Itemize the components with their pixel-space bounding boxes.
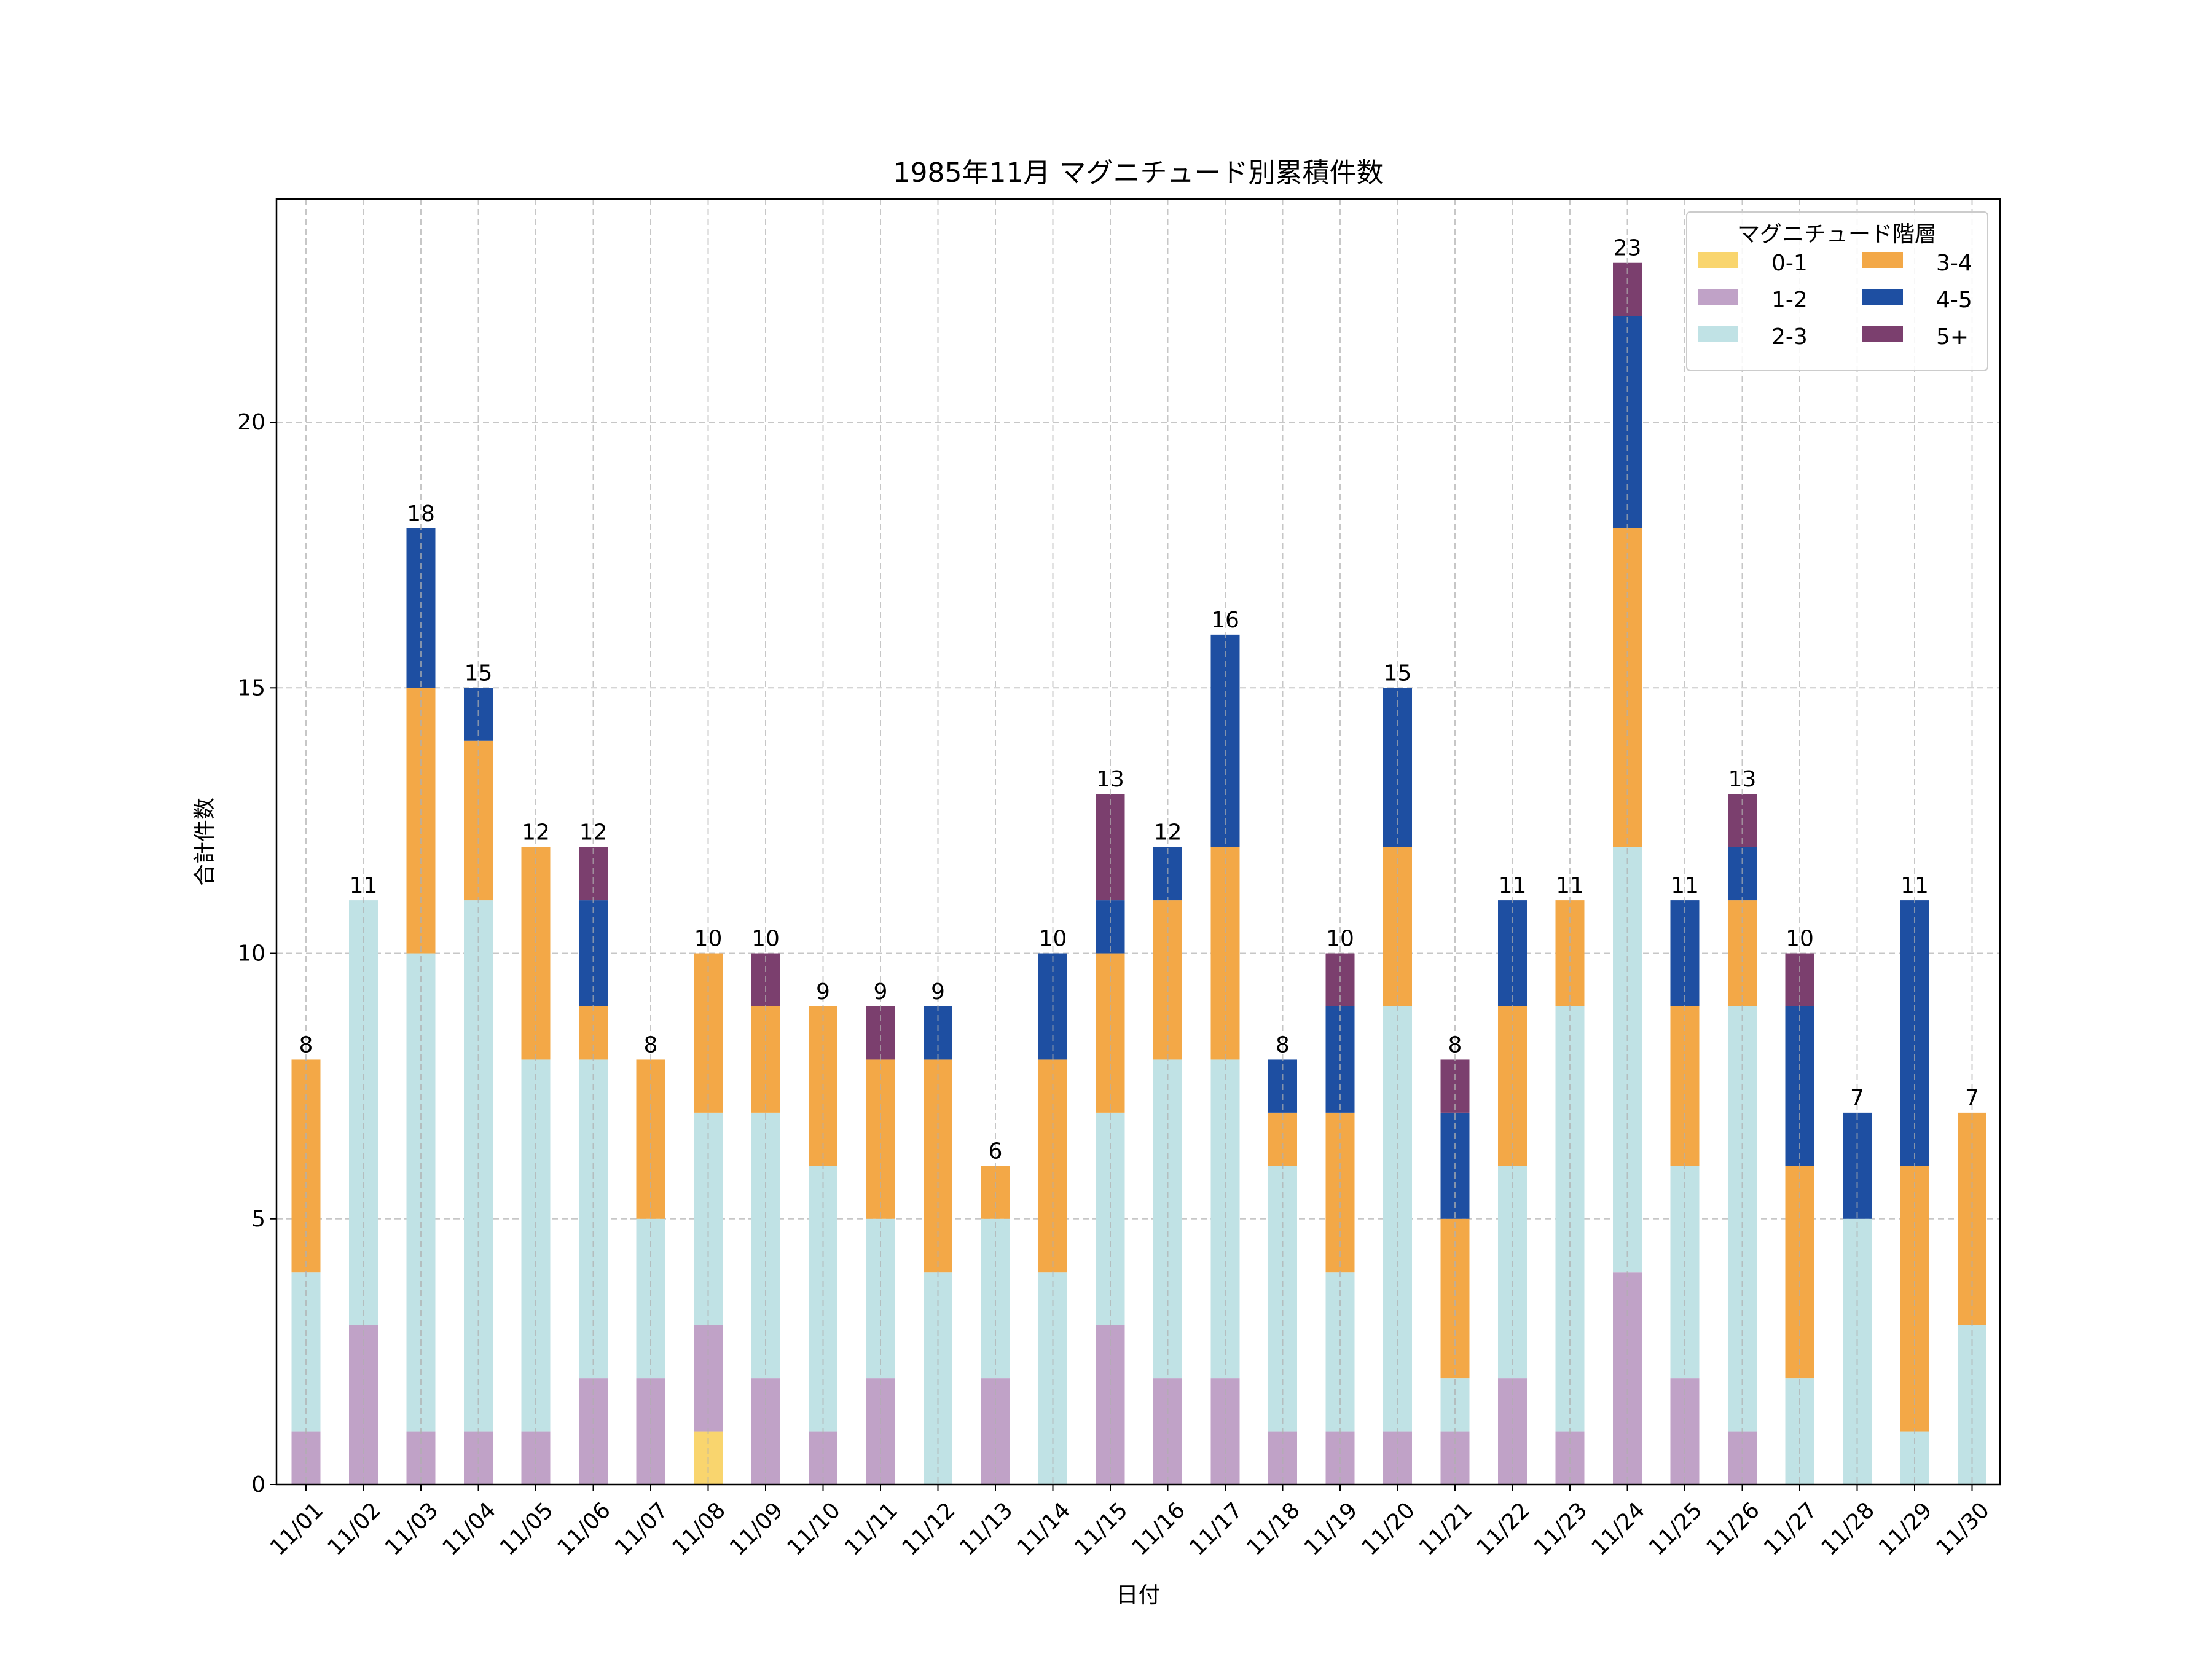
- y-tick-label: 10: [237, 941, 265, 967]
- bar-total-label: 9: [931, 979, 945, 1005]
- legend-swatch-2-3: [1698, 326, 1738, 342]
- chart-title: 1985年11月 マグニチュード別累積件数: [893, 157, 1384, 189]
- bar-total-label: 12: [1154, 820, 1182, 845]
- bar-total-label: 18: [407, 501, 435, 527]
- bar-total-label: 13: [1096, 767, 1124, 792]
- legend-label-0-1: 0-1: [1771, 251, 1808, 276]
- bar-total-label: 15: [465, 661, 493, 686]
- bar-segment-5+: [866, 1006, 895, 1060]
- bar-total-label: 11: [1556, 873, 1584, 898]
- legend: マグニチュード階層 0-1 1-2 2-3 3-4 4-5 5+: [1686, 211, 1988, 371]
- bar-total-label: 10: [751, 927, 780, 952]
- bar-total-label: 9: [874, 979, 888, 1005]
- bar-total-label: 8: [299, 1032, 313, 1057]
- legend-swatch-4-5: [1862, 289, 1903, 305]
- bar-total-label: 10: [694, 927, 723, 952]
- y-tick-label: 0: [251, 1472, 265, 1497]
- bar-total-label: 10: [1786, 927, 1814, 952]
- legend-label-1-2: 1-2: [1771, 288, 1808, 313]
- bar-total-label: 23: [1614, 236, 1642, 261]
- y-axis-label: 合計件数: [192, 798, 218, 886]
- legend-swatch-0-1: [1698, 252, 1738, 268]
- y-tick-label: 20: [237, 410, 265, 435]
- bar-total-label: 7: [1850, 1086, 1864, 1111]
- bar-total-label: 7: [1965, 1086, 1979, 1111]
- bar-total-label: 13: [1728, 767, 1757, 792]
- bar-segment-3-4: [1900, 1166, 1929, 1432]
- bar-total-label: 6: [989, 1139, 1003, 1164]
- legend-items: 0-1 1-2 2-3 3-4 4-5 5+: [1698, 251, 1972, 350]
- bar-total-labels: 8 11 18 15 12 12 8 10 10 9 9 9 6 10 13 12 16 8 10 15 8 11 11 23…: [299, 236, 1979, 1164]
- bar-segment-2-3: [1268, 1166, 1297, 1432]
- bar-total-label: 11: [1499, 873, 1527, 898]
- bar-segment-3-4: [579, 1006, 608, 1060]
- bar-total-label: 8: [644, 1032, 658, 1057]
- bar-total-label: 11: [1671, 873, 1699, 898]
- bar-total-label: 11: [1900, 873, 1929, 898]
- legend-label-3-4: 3-4: [1936, 251, 1972, 276]
- bar-segment-2-3: [809, 1166, 837, 1432]
- bar-total-label: 8: [1276, 1032, 1290, 1057]
- bar-total-label: 10: [1039, 927, 1067, 952]
- plot-frame: [275, 198, 2001, 1486]
- legend-label-2-3: 2-3: [1771, 324, 1808, 350]
- legend-swatch-3-4: [1862, 252, 1903, 268]
- grid-lines-overlay: [305, 199, 1973, 1484]
- bar-total-label: 9: [816, 979, 830, 1005]
- bar-total-label: 16: [1211, 608, 1239, 633]
- bar-total-label: 10: [1326, 927, 1354, 952]
- bar-segment-4-5: [1900, 900, 1929, 1166]
- bar-total-label: 12: [522, 820, 550, 845]
- legend-label-4-5: 4-5: [1936, 288, 1972, 313]
- y-tick-label: 15: [237, 675, 265, 700]
- bar-total-label: 12: [579, 820, 608, 845]
- legend-box: [1686, 211, 1988, 371]
- y-tick-label: 5: [251, 1207, 265, 1232]
- bar-segment-4-5: [924, 1006, 952, 1060]
- bar-total-label: 8: [1448, 1032, 1462, 1057]
- x-axis-label: 日付: [1116, 1583, 1160, 1608]
- bar-total-label: 11: [350, 873, 378, 898]
- bar-total-label: 15: [1384, 661, 1412, 686]
- legend-swatch-1-2: [1698, 289, 1738, 305]
- legend-title: マグニチュード階層: [1738, 222, 1937, 247]
- legend-swatch-5+: [1862, 326, 1903, 342]
- legend-label-5+: 5+: [1936, 324, 1969, 350]
